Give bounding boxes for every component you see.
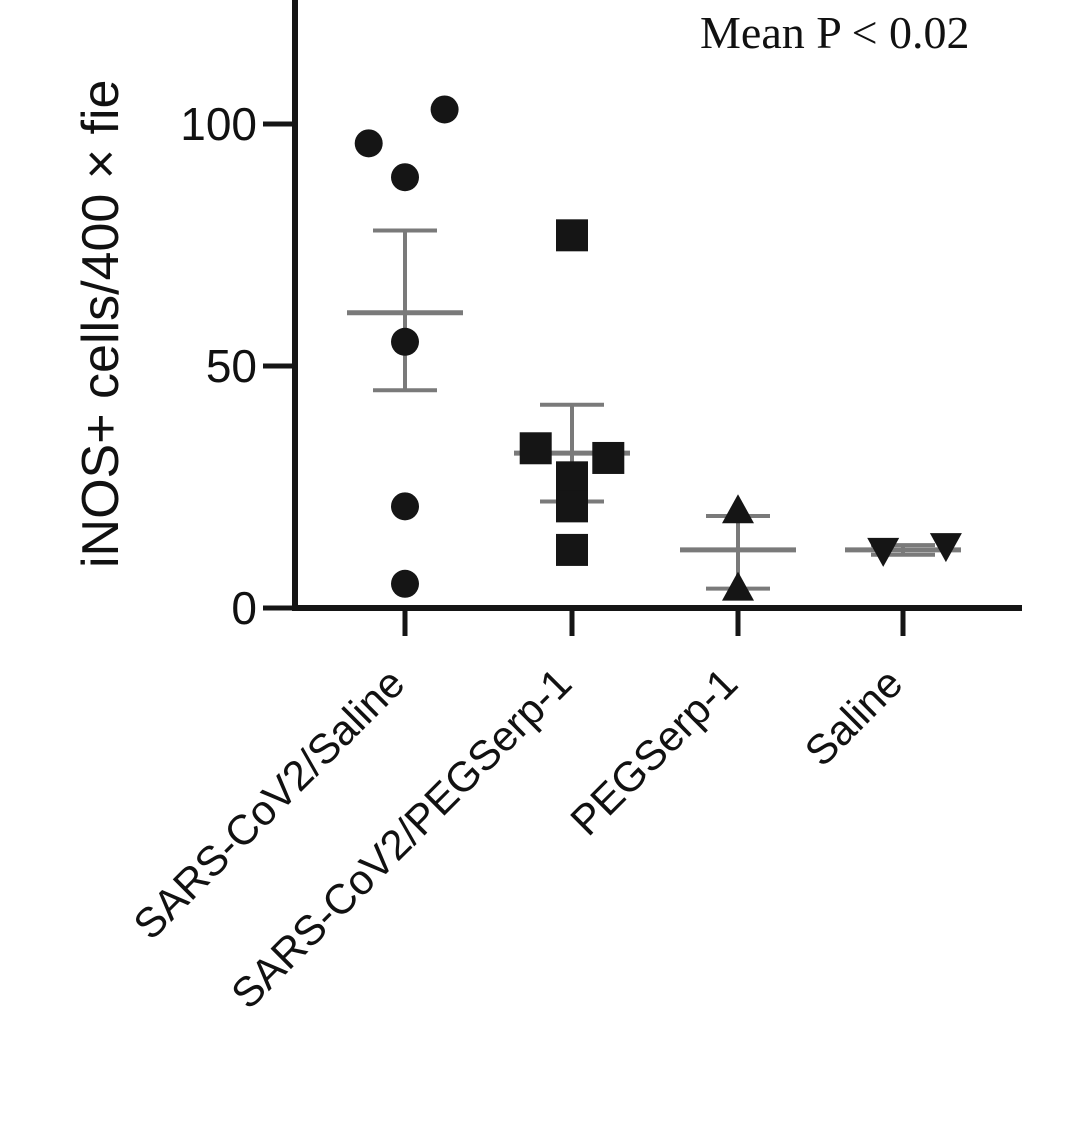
data-point-circle [431,95,459,123]
data-point-triangle [722,572,754,601]
data-point-square [556,219,588,251]
x-tick-label: PEGSerp-1 [561,659,746,844]
x-tick-label: Saline [796,659,912,775]
p-value-annotation: Mean P < 0.02 [700,7,970,58]
data-point-circle [355,129,383,157]
axes [263,0,1022,636]
data-point-square [556,490,588,522]
data-marks [347,95,962,600]
x-tick-label: SARS-CoV2/PEGSerp-1 [222,659,580,1017]
data-point-circle [391,163,419,191]
data-point-square [520,432,552,464]
y-axis-title: iNOS+ cells/400 × fie [72,80,130,568]
axis-labels: 0 50 100 SARS-CoV2/SalineSARS-CoV2/PEGSerp-… [124,7,969,1018]
data-point-circle [391,570,419,598]
data-point-square [556,461,588,493]
y-tick-label: 0 [231,582,257,634]
y-tick-label: 100 [180,98,257,150]
data-point-circle [391,492,419,520]
data-point-circle [391,328,419,356]
x-tick-label: SARS-CoV2/Saline [124,659,413,948]
y-axis-title-group: iNOS+ cells/400 × fie [72,80,130,568]
data-point-square [592,442,624,474]
data-point-triangle [722,494,754,523]
y-tick-label: 50 [206,340,257,392]
data-point-square [556,534,588,566]
